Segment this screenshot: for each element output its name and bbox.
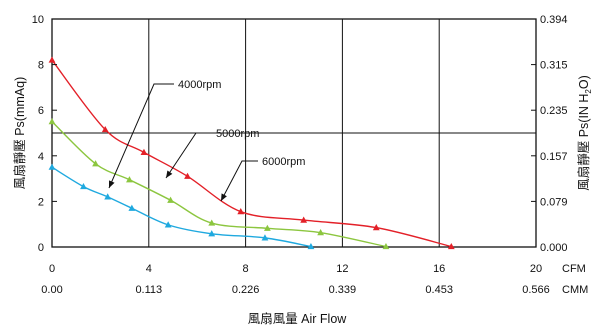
tick-labels: 0 0.000 2 0.079 4 0.157 6 0.235 8 0.315 10 0.394 0 0.… <box>32 14 589 296</box>
cmm-tick-label: 0.453 <box>425 284 453 296</box>
series-point-6000rpm <box>447 242 455 250</box>
callout-leader <box>165 132 212 179</box>
cmm-tick-label: 0.339 <box>329 284 357 296</box>
cmm-tick-label: 0.00 <box>41 284 62 296</box>
series-point-6000rpm <box>140 148 148 155</box>
series-point-5000rpm <box>317 229 325 236</box>
series-point-4000rpm <box>208 230 216 237</box>
right-axis-title-end: O) <box>577 75 591 89</box>
cmm-tick-label: 0.113 <box>135 284 162 296</box>
grid-lines <box>52 19 536 247</box>
callout-arrowhead <box>166 170 173 178</box>
series-point-6000rpm <box>300 216 308 223</box>
right-tick-label: 0.157 <box>540 151 568 163</box>
right-axis-title: 風扇靜壓 Ps(IN H2O) <box>576 75 593 191</box>
x-axis-title: 風扇風量 Air Flow <box>248 311 348 326</box>
cfm-tick-label: 12 <box>336 263 348 275</box>
left-tick-label: 0 <box>38 242 44 254</box>
series-line-6000rpm <box>51 59 452 248</box>
cfm-tick-label: 16 <box>433 263 445 275</box>
series-point-4000rpm <box>128 204 136 211</box>
callout-label-5000rpm: 5000rpm <box>216 128 259 140</box>
callout-label-4000rpm: 4000rpm <box>178 79 221 91</box>
right-axis-title-subscript: 2 <box>584 89 593 94</box>
series-point-6000rpm <box>237 208 245 215</box>
cfm-tick-label: 0 <box>49 263 55 275</box>
cfm-tick-label: 8 <box>243 263 249 275</box>
left-tick-label: 10 <box>32 14 44 26</box>
callout-label-6000rpm: 6000rpm <box>262 156 305 168</box>
left-tick-label: 8 <box>38 60 44 72</box>
right-tick-label: 0.315 <box>540 60 568 72</box>
right-tick-label: 0.394 <box>540 14 568 26</box>
callout-group: 4000rpm 5000rpm 6000rpm <box>108 79 305 202</box>
series-point-4000rpm <box>48 163 56 170</box>
series-point-5000rpm <box>92 160 99 167</box>
series-point-4000rpm <box>80 182 87 190</box>
left-tick-label: 2 <box>38 196 44 208</box>
cfm-tick-label: 4 <box>146 263 152 275</box>
right-tick-label: 0.000 <box>540 242 568 254</box>
series-point-4000rpm <box>164 221 172 228</box>
series-point-6000rpm <box>48 56 56 63</box>
series-point-4000rpm <box>261 234 269 241</box>
series-group <box>48 56 455 250</box>
cfm-tick-label: 20 <box>530 263 542 275</box>
plot-frame <box>51 18 537 248</box>
series-point-6000rpm <box>101 125 109 133</box>
left-tick-label: 6 <box>38 105 44 117</box>
series-point-4000rpm <box>104 193 112 200</box>
right-tick-label: 0.235 <box>540 105 568 117</box>
right-tick-label: 0.079 <box>540 196 568 208</box>
series-point-6000rpm <box>184 172 191 179</box>
cmm-tick-label: 0.226 <box>232 284 260 296</box>
cfm-unit-label: CFM <box>562 263 586 275</box>
cmm-tick-label: 0.566 <box>522 284 550 296</box>
series-point-4000rpm <box>307 242 315 250</box>
callout-arrowhead <box>221 193 227 201</box>
series-point-5000rpm <box>48 118 56 125</box>
series-point-5000rpm <box>382 242 390 250</box>
left-tick-label: 4 <box>38 151 44 163</box>
cmm-unit-label: CMM <box>562 284 588 296</box>
callout-arrowhead <box>109 180 115 188</box>
series-line-5000rpm <box>51 121 387 248</box>
series-point-5000rpm <box>208 219 216 226</box>
left-axis-title: 風扇靜壓 Ps(mmAq) <box>12 77 27 190</box>
series-point-5000rpm <box>167 196 174 203</box>
right-axis-title-main: 風扇靜壓 Ps(IN H <box>576 94 591 191</box>
series-point-5000rpm <box>126 176 133 183</box>
series-point-5000rpm <box>263 224 271 231</box>
callout-leader <box>220 160 258 202</box>
callout-leader <box>108 83 174 189</box>
series-point-6000rpm <box>372 224 380 231</box>
